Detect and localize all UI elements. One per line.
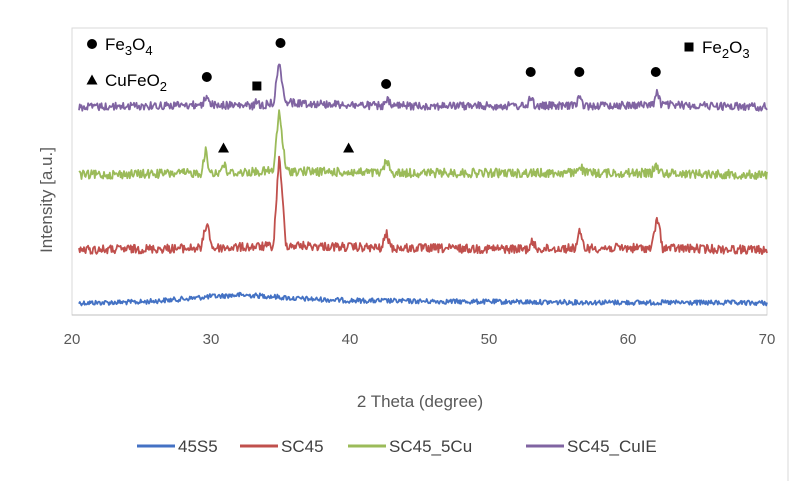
circle-peak-marker xyxy=(650,67,661,77)
triangle-peak-marker xyxy=(218,142,230,153)
y-axis-title: Intensity [a.u.] xyxy=(37,147,56,253)
x-axis-title: 2 Theta (degree) xyxy=(357,392,483,411)
phase-label-circle: Fe3O4 xyxy=(105,35,153,58)
phase-label-part: 2 xyxy=(722,46,729,61)
legend-label-sc45-cuie: SC45_CuIE xyxy=(567,437,657,456)
phase-label-part: Fe xyxy=(105,35,125,54)
series-line-sc45-cuie xyxy=(78,63,768,112)
square-legend-symbol xyxy=(684,42,694,52)
circle-peak-marker xyxy=(574,67,585,77)
phase-label-part: O xyxy=(132,35,145,54)
series-line-sc45-5cu xyxy=(78,109,768,180)
phase-label-part: 4 xyxy=(145,43,152,58)
legend: 45S5 SC45 SC45_5Cu SC45_CuIE xyxy=(137,437,657,456)
circle-peak-marker xyxy=(201,72,212,82)
phase-label-square: Fe2O3 xyxy=(702,38,750,61)
square-peak-marker xyxy=(252,81,262,91)
x-tick-label-40: 40 xyxy=(342,331,359,348)
triangle-legend-symbol xyxy=(86,74,98,85)
series-lines xyxy=(78,63,768,307)
phase-label-part: O xyxy=(729,38,742,57)
x-tick-label-20: 20 xyxy=(64,331,81,348)
legend-label-sc45-5cu: SC45_5Cu xyxy=(389,437,472,456)
phase-label-part: 3 xyxy=(125,43,132,58)
x-tick-labels: 20 30 40 50 60 70 xyxy=(64,331,776,348)
x-tick-label-30: 30 xyxy=(203,331,220,348)
phase-label-part: Fe xyxy=(702,38,722,57)
circle-legend-symbol xyxy=(87,39,97,49)
legend-label-45s5: 45S5 xyxy=(178,437,218,456)
series-line-45s5 xyxy=(78,291,768,307)
x-tick-label-50: 50 xyxy=(481,331,498,348)
peak-markers xyxy=(201,38,661,153)
series-line-sc45 xyxy=(78,155,768,255)
circle-peak-marker xyxy=(525,67,536,77)
triangle-peak-marker xyxy=(343,142,355,153)
circle-peak-marker xyxy=(381,79,392,89)
phase-label-part: 2 xyxy=(160,79,167,94)
phase-label-part: CuFeO xyxy=(105,71,160,90)
phase-label-triangle: CuFeO2 xyxy=(105,71,167,94)
phase-label-part: 3 xyxy=(742,46,749,61)
circle-peak-marker xyxy=(275,38,286,48)
legend-label-sc45: SC45 xyxy=(281,437,324,456)
x-tick-label-60: 60 xyxy=(620,331,637,348)
x-tick-label-70: 70 xyxy=(759,331,776,348)
